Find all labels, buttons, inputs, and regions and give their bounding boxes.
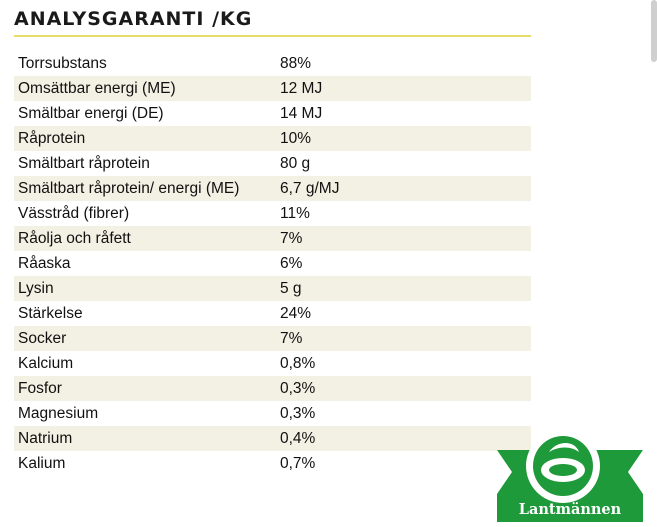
row-value: 0,4% [280,430,316,447]
page-title: ANALYSGARANTI /KG [14,8,253,30]
table-row: Råprotein 10% [14,126,531,151]
table-row: Fosfor 0,3% [14,376,531,401]
row-label: Smältbart råprotein/ energi (ME) [18,180,240,197]
table-row: Råolja och råfett 7% [14,226,531,251]
row-value: 24% [280,305,312,322]
row-label: Lysin [18,280,54,297]
analysis-table: Torrsubstans 88% Omsättbar energi (ME) 12 M… [14,51,531,476]
title-divider [14,35,531,37]
row-label: Fosfor [18,380,62,397]
row-value: 6,7 g/MJ [280,180,340,197]
table-row: Socker 7% [14,326,531,351]
row-value: 12 MJ [280,80,323,97]
row-value: 5 g [280,280,302,297]
row-label: Omsättbar energi (ME) [18,80,176,97]
row-label: Stärkelse [18,305,83,322]
row-label: Råaska [18,255,71,272]
scrollbar-thumb[interactable] [651,0,657,62]
row-label: Magnesium [18,405,99,422]
row-label: Socker [18,330,67,347]
row-value: 0,3% [280,380,316,397]
row-value: 7% [280,330,303,347]
table-row: Magnesium 0,3% [14,401,531,426]
row-value: 6% [280,255,303,272]
table-row: Natrium 0,4% [14,426,531,451]
row-label: Vässtråd (fibrer) [18,205,130,222]
lantmannen-logo[interactable]: Lantmännen [497,426,643,522]
row-value: 11% [280,205,310,222]
row-value: 80 g [280,155,311,172]
table-row: Kalium 0,7% [14,451,531,476]
row-value: 14 MJ [280,105,323,122]
row-value: 0,8% [280,355,316,372]
row-label: Smältbar energi (DE) [18,105,164,122]
row-value: 88% [280,55,312,72]
table-row: Kalcium 0,8% [14,351,531,376]
row-label: Smältbart råprotein [18,155,150,172]
row-label: Kalium [18,455,66,472]
row-value: 10% [280,130,312,147]
row-label: Råprotein [18,130,86,147]
table-row: Omsättbar energi (ME) 12 MJ [14,76,531,101]
row-value: 0,3% [280,405,316,422]
table-row: Lysin 5 g [14,276,531,301]
table-row: Stärkelse 24% [14,301,531,326]
row-label: Natrium [18,430,73,447]
table-row: Vässtråd (fibrer) 11% [14,201,531,226]
logo-text: Lantmännen [519,501,622,518]
row-label: Torrsubstans [18,55,107,72]
table-row: Smältbart råprotein 80 g [14,151,531,176]
table-row: Smältbar energi (DE) 14 MJ [14,101,531,126]
row-label: Råolja och råfett [18,230,131,247]
table-row: Smältbart råprotein/ energi (ME) 6,7 g/MJ [14,176,531,201]
row-value: 7% [280,230,303,247]
row-value: 0,7% [280,455,316,472]
table-row: Torrsubstans 88% [14,51,531,76]
table-row: Råaska 6% [14,251,531,276]
row-label: Kalcium [18,355,74,372]
